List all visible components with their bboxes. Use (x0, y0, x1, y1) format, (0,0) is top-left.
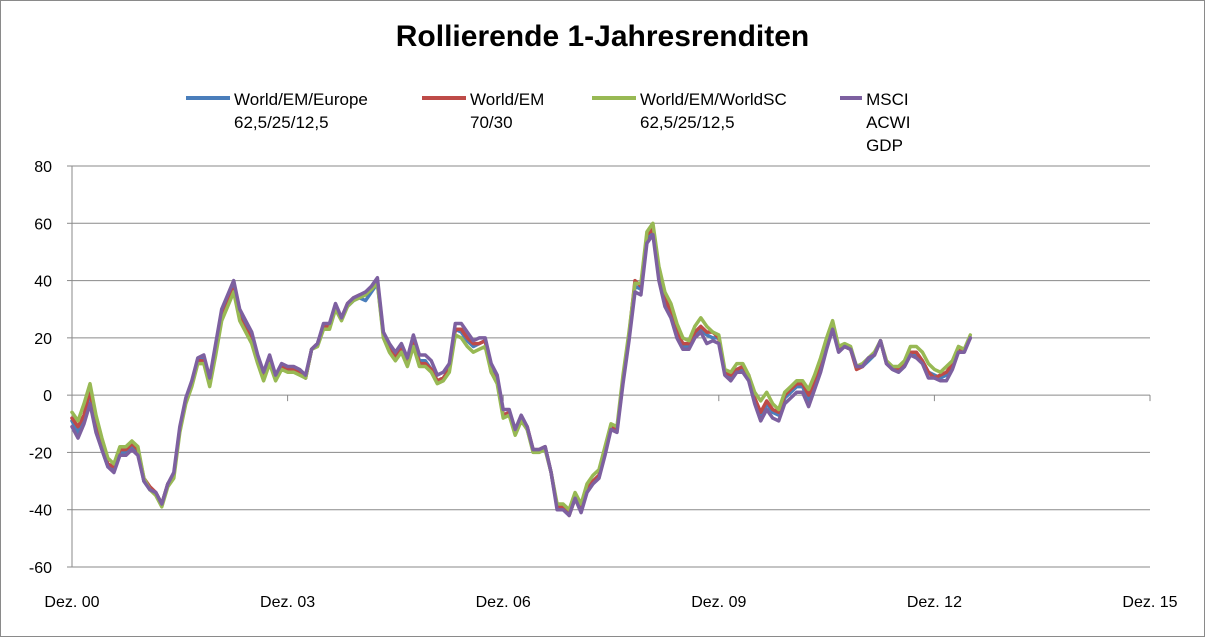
x-tick-label: Dez. 09 (691, 594, 746, 611)
y-tick-label: -20 (29, 445, 52, 462)
legend-swatch-world-em (422, 96, 466, 100)
legend-item-world-em: World/EM 70/30 (422, 88, 544, 134)
y-tick-label: -40 (29, 503, 52, 520)
y-tick-label: -60 (29, 560, 52, 577)
y-tick-labels: 80 60 40 20 0 -20 -40 -60 (29, 159, 52, 577)
y-tick-label: 60 (34, 216, 52, 233)
legend-item-world-em-worldsc: World/EM/WorldSC 62,5/25/12,5 (592, 88, 787, 134)
legend-label-world-em-worldsc: World/EM/WorldSC 62,5/25/12,5 (640, 90, 787, 132)
legend-label-world-em: World/EM 70/30 (470, 90, 545, 132)
legend-item-world-em-europe: World/EM/Europe 62,5/25/12,5 (186, 88, 368, 134)
legend-label-msci-acwi-gdp: MSCI ACWI GDP (866, 90, 911, 155)
legend-label-world-em-europe: World/EM/Europe 62,5/25/12,5 (234, 90, 368, 132)
x-tick-label: Dez. 15 (1122, 594, 1177, 611)
y-tick-label: 0 (43, 388, 52, 405)
x-tick-label: Dez. 12 (907, 594, 962, 611)
x-tick-label: Dez. 03 (260, 594, 315, 611)
legend-swatch-world-em-worldsc (592, 96, 636, 100)
legend-swatch-world-em-europe (186, 96, 230, 100)
legend-swatch-msci-acwi-gdp (840, 96, 863, 100)
axes (67, 165, 1151, 568)
y-tick-label: 80 (34, 159, 52, 176)
x-tick-label: Dez. 06 (476, 594, 531, 611)
y-tick-label: 40 (34, 274, 52, 291)
series-line-3 (70, 221, 973, 512)
y-tick-label: 20 (34, 331, 52, 348)
x-tick-label: Dez. 00 (44, 594, 99, 611)
x-tick-labels: Dez. 00 Dez. 03 Dez. 06 Dez. 09 Dez. 12 Dez. … (44, 594, 1177, 611)
series-lines (70, 221, 973, 518)
legend-item-msci-acwi-gdp: MSCI ACWI GDP (840, 88, 932, 157)
series-line-4 (70, 232, 973, 518)
gridlines (72, 165, 1150, 568)
chart-title: Rollierende 1-Jahresrenditen (395, 20, 810, 53)
